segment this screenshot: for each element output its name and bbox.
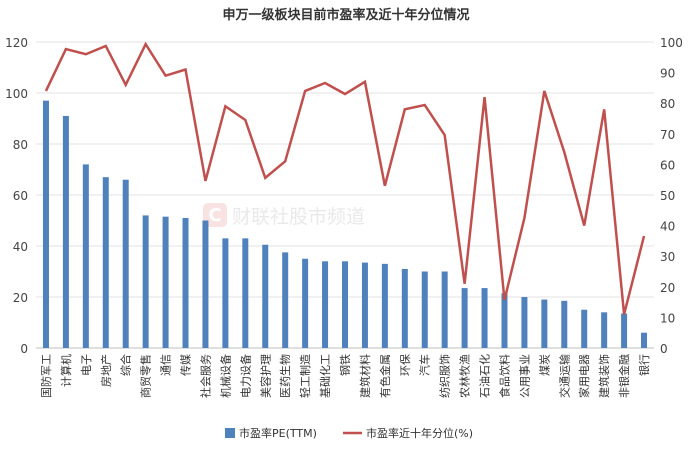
left-axis-tick-label: 0	[20, 342, 28, 356]
bar-环保	[401, 268, 408, 348]
x-axis-label: 电子	[80, 354, 93, 376]
x-axis-label: 传媒	[180, 354, 193, 376]
x-axis-label: 建筑材料	[358, 354, 372, 398]
left-axis-tick-label: 120	[5, 36, 28, 50]
bar-煤炭	[541, 299, 548, 348]
x-axis-label: 非银金融	[617, 354, 631, 398]
x-axis-label: 煤炭	[538, 354, 551, 376]
x-axis-label: 社会服务	[198, 354, 212, 398]
bar-交通运输	[561, 300, 568, 348]
bar-电力设备	[242, 238, 249, 348]
bar-轻工制造	[302, 258, 309, 348]
x-axis-label: 综合	[119, 354, 133, 376]
bar-银行	[641, 332, 648, 348]
bar-建筑装饰	[601, 312, 608, 348]
bar-综合	[122, 179, 129, 348]
bar-石油石化	[481, 288, 488, 348]
right-axis-tick-label: 80	[660, 97, 675, 111]
x-axis-label: 计算机	[59, 354, 73, 387]
bar-钢铁	[342, 261, 348, 348]
x-axis-label: 石油石化	[478, 354, 492, 398]
x-axis-label: 轻工制造	[298, 354, 312, 398]
svg-text:C: C	[208, 205, 221, 226]
right-axis-tick-label: 90	[660, 67, 675, 81]
legend-bar-swatch	[225, 428, 235, 438]
watermark: C 财联社股市频道	[203, 203, 365, 228]
bar-商贸零售	[142, 215, 149, 348]
bar-社会服务	[202, 220, 209, 348]
bar-传媒	[182, 217, 189, 348]
bar-国防军工	[42, 100, 49, 349]
x-axis-label: 纺织服饰	[438, 354, 452, 398]
legend-line-label: 市盈率近十年分位(%)	[366, 426, 473, 440]
right-axis-tick-label: 70	[660, 128, 675, 142]
bar-有色金属	[381, 263, 388, 348]
x-axis-label: 有色金属	[378, 354, 392, 398]
x-axis-label: 银行	[637, 354, 651, 376]
bar-汽车	[421, 271, 428, 348]
x-axis-label: 国防军工	[39, 354, 53, 398]
left-axis-tick-label: 60	[13, 189, 28, 203]
x-axis-label: 通信	[160, 354, 173, 376]
x-axis-label: 公用事业	[518, 354, 531, 398]
right-axis-tick-label: 50	[660, 189, 675, 203]
bar-计算机	[62, 115, 69, 348]
bar-医药生物	[282, 252, 289, 348]
bar-美容护理	[262, 244, 269, 348]
x-axis-label: 建筑装饰	[597, 354, 611, 398]
bar-纺织服饰	[441, 271, 448, 348]
bar-通信	[162, 216, 169, 348]
bar-食品饮料	[501, 293, 508, 348]
x-axis-label: 美容护理	[258, 354, 272, 398]
x-axis-label: 机械设备	[218, 354, 232, 398]
chart-title: 申万一级板块目前市盈率及近十年分位情况	[222, 7, 469, 23]
bar-农林牧渔	[461, 288, 468, 348]
left-axis-tick-label: 40	[13, 240, 28, 254]
right-axis-tick-label: 10	[660, 311, 675, 325]
left-axis-tick-label: 80	[13, 138, 28, 152]
x-axis-label: 钢铁	[339, 354, 352, 376]
left-axis-tick-label: 100	[5, 87, 28, 101]
right-axis-tick-label: 60	[660, 158, 675, 172]
bar-非银金融	[621, 313, 628, 348]
x-axis-label: 基础化工	[318, 354, 332, 398]
svg-text:财联社股市频道: 财联社股市频道	[232, 206, 365, 228]
x-axis-label: 房地产	[99, 354, 113, 387]
x-axis-label: 环保	[398, 354, 412, 376]
right-axis-tick-label: 100	[660, 36, 683, 50]
bar-家用电器	[581, 309, 588, 348]
x-axis-label: 食品饮料	[497, 354, 511, 398]
x-axis-label: 电力设备	[238, 354, 252, 398]
bar-机械设备	[222, 238, 229, 348]
right-axis-tick-label: 30	[660, 250, 675, 264]
bar-基础化工	[322, 261, 329, 348]
right-axis-tick-label: 0	[660, 342, 668, 356]
x-axis-label: 汽车	[418, 354, 432, 376]
bar-电子	[82, 164, 89, 348]
x-axis-label: 商贸零售	[139, 354, 153, 398]
legend-bar-label: 市盈率PE(TTM)	[239, 426, 317, 440]
bar-公用事业	[521, 297, 528, 348]
watermark-logo-icon	[203, 203, 227, 227]
x-axis-label: 农林牧渔	[458, 354, 472, 398]
bar-房地产	[102, 177, 109, 348]
right-axis-tick-label: 20	[660, 281, 675, 295]
x-axis-label: 家用电器	[577, 354, 591, 398]
x-axis-label: 医药生物	[278, 354, 292, 398]
bar-建筑材料	[361, 262, 368, 348]
left-axis-tick-label: 20	[13, 291, 28, 305]
right-axis-tick-label: 40	[660, 220, 675, 234]
x-axis-label: 交通运输	[557, 354, 571, 398]
